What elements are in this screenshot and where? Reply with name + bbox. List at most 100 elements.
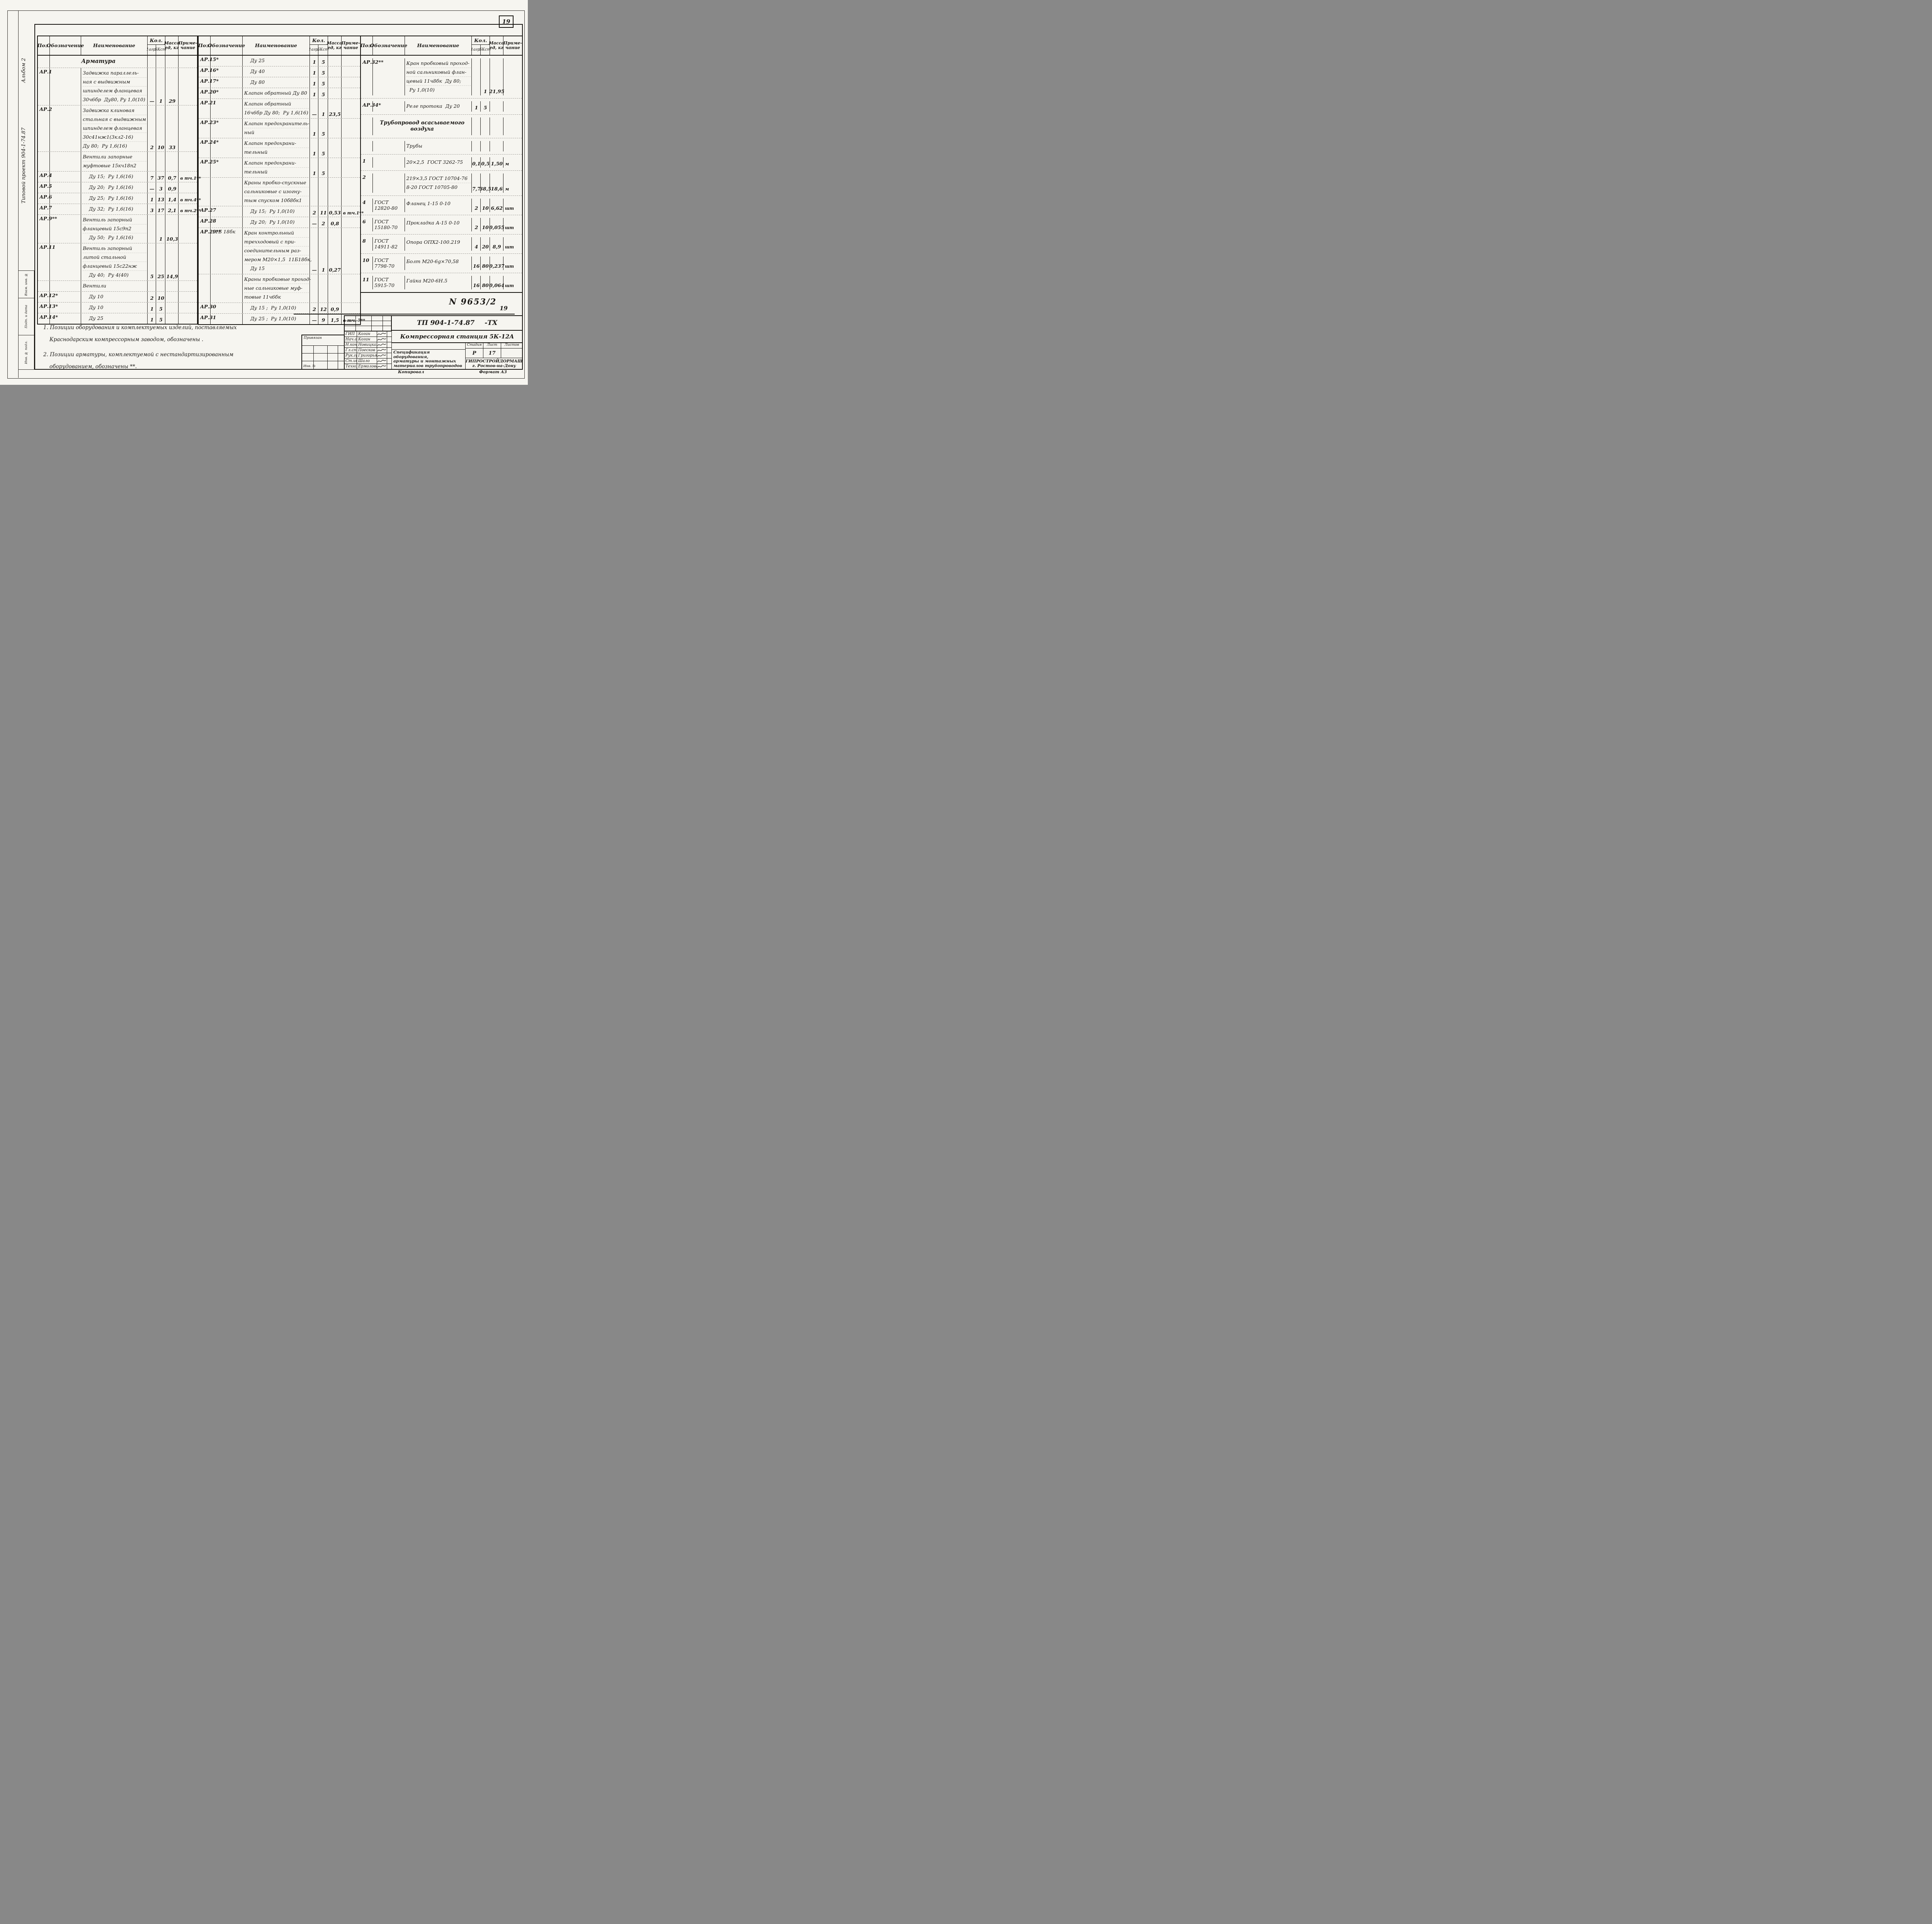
table-row: АР.12* Ду 10 2 10: [38, 292, 197, 303]
note-line: Краснодарским компрессорным заводом, обо…: [49, 337, 204, 343]
org-city: г. Ростов-на-Дону: [472, 364, 516, 368]
signature-scribble: [377, 359, 387, 364]
sheet-number-box: 19: [499, 15, 514, 28]
table-row: АР.31 Ду 25 ; Ру 1,0(10) —9 1,5 в тч. 7**: [199, 314, 365, 324]
table-header: Поз. Обозначение Наименование Кол. 1агр. 5Кст…: [361, 36, 522, 56]
table-row: АР.7 Ду 32; Ру 1,6(16) 3 17 2,1 в тч.2**: [38, 204, 201, 215]
table-row: АР.17* Ду 80 1 5: [199, 77, 360, 88]
spec-table-middle: Поз. Обозначение Наименование Кол. 1агр. 5Кст…: [198, 36, 365, 325]
title-block: ГИПКоганНач.отдКоганН.контр.НовицкаяГл.с…: [344, 315, 523, 370]
titleblock-role-row: Нач.отдКоган: [345, 337, 391, 342]
table-row: АР.23* Клапан предохранитель-ный 1 5: [199, 119, 360, 138]
titleblock-revision-grid: [345, 316, 391, 331]
table-row: Трубы: [361, 138, 522, 155]
privyazan-label: Привязан: [302, 335, 345, 346]
stage-value: Р: [466, 348, 483, 358]
table-row: АР.20* Клапан обратный Ду 80 1 5: [199, 88, 360, 99]
note-line: 2. Позиции арматуры, комплектуемой с нес…: [43, 352, 234, 358]
stage-sheet-cell: Стадия Лист Листов Р 17 ГИПРОСТРОЙДОРМАШ…: [465, 343, 523, 369]
object-name: Компрессорная станция 5К-12А: [392, 331, 523, 343]
table-row: АР.32** Кран пробковый проход-ной сальник…: [361, 56, 522, 99]
spec-table-left: Поз. Обозначение Наименование Кол. 1агр. 5Кст…: [37, 36, 201, 325]
table-row: Краны пробковые проход-ные сальниковые м…: [199, 274, 360, 303]
table-row: Краны пробко-спускные сальниковые с изогн…: [199, 178, 360, 206]
doc-title-line: материалов трубопроводов: [393, 363, 462, 368]
signature-scribble: [377, 342, 387, 347]
table-row: АР.5 Ду 20; Ру 1,6(16) —3 0,9: [38, 182, 197, 193]
signature-scribble: [377, 364, 387, 369]
table-row: 6 ГОСТ 15180-70 Прокладка А-15 0-10 2 10 0,05…: [361, 215, 522, 235]
table-row: Арматура: [38, 56, 197, 68]
spec-table-right: Поз. Обозначение Наименование Кол. 1агр. 5Кст…: [360, 36, 523, 293]
margin-stamp-column: Взам. инв. № Подп. и дата Инв. № подл.: [18, 270, 34, 370]
titleblock-main: ТП 904-1-74.87 -ТХ Компрессорная станция…: [392, 316, 523, 369]
outer-border: [7, 10, 525, 379]
table-row: АР.24* Клапан предохрани-тельный 1 5: [199, 138, 360, 158]
margin-divider-line: [18, 10, 19, 378]
sheet-number-bottom: 19: [500, 305, 508, 312]
table-row: АР.14* Ду 25 1 5: [38, 313, 197, 324]
table-row: 10 ГОСТ 7798-70 Болт М20-6g×70,58 16 80 0,237…: [361, 254, 522, 273]
format-label: Формат А3: [479, 370, 507, 374]
titleblock-signatures: ГИПКоганНач.отдКоганН.контр.НовицкаяГл.с…: [345, 316, 392, 369]
table-row: Трубопровод всасываемого воздуха: [361, 115, 522, 138]
signature-scribble: [377, 331, 387, 337]
table-row: 11 ГОСТ 5915-70 Гайка М20-6Н.5 16 80 0,064 шт: [361, 273, 522, 292]
table-row: АР.1 Задвижка параллель-ная с выдвижным шп…: [38, 68, 197, 105]
org-name: ГИПРОСТРОЙДОРМАШ: [466, 359, 523, 364]
note-line: 1. Позиции оборудования и комплектуемых …: [43, 325, 237, 331]
table-row: Вентили запорные муфтовые 15кч18п2: [38, 152, 197, 172]
titleblock-role-row: ТехникЕрмолова: [345, 364, 391, 369]
table-row: 2 219×3,5 ГОСТ 10704-76 8-20 ГОСТ 10705-80…: [361, 171, 522, 196]
document-code: ТП 904-1-74.87 -ТХ: [392, 316, 523, 331]
table-row: АР.4 Ду 15; Ру 1,6(16) 7 37 0,7 в тч.1**: [38, 172, 201, 182]
table-row: АР.21 Клапан обратный 16ч6бр Ду 80; Ру 1,6…: [199, 99, 360, 119]
stage-label: Стадия: [466, 343, 483, 348]
table-row: 4 ГОСТ 12820-80 Фланец 1-15 0-10 2 10 6,62 шт: [361, 196, 522, 215]
table-row: АР.30 Ду 15 ; Ру 1,0(10) 2 12 0,9: [199, 303, 360, 314]
kopiroval-label: Копировал: [398, 370, 424, 374]
note-line: оборудованием, обозначены **.: [49, 364, 137, 370]
table-row: АР.28 Ду 20; Ру 1,0(10) —2 0,8: [199, 217, 360, 228]
doc-title-line: Спецификация оборудования,: [393, 350, 430, 359]
table-row: АР.29** 11Б 18бк Кран контрольный трехходов…: [199, 228, 360, 274]
doc-code: ТП 904-1-74.87: [417, 319, 475, 327]
table-row: АР.9** Вентиль запорный фланцевый 15с9п2 Д…: [38, 215, 197, 243]
margin-album-label: Альбом 2: [21, 58, 27, 83]
sheet-label: Лист: [483, 343, 501, 348]
margin-stamp: Инв. № подл.: [18, 335, 34, 370]
margin-stamp: Взам. инв. №: [18, 270, 34, 298]
titleblock-role-row: Н.контр.Новицкая: [345, 342, 391, 348]
sheets-label: Листов: [504, 343, 519, 347]
table-row: АР.27 Ду 15; Ру 1,0(10) 2 11 0,53 в тч.1**: [199, 206, 364, 217]
inv-no-label: Инв. №: [303, 364, 316, 368]
margin-stamp: Подп. и дата: [18, 298, 34, 335]
titleblock-role-row: ГИП Коган: [345, 331, 391, 337]
sheet-value: 17: [483, 348, 501, 358]
table-row: АР.6 Ду 25; Ру 1,6(16) 1 13 1,4 в тч.4**: [38, 193, 201, 204]
signature-scribble: [377, 337, 387, 342]
privyazan-block: Привязан Инв. №: [301, 335, 345, 370]
doc-title-line: арматуры и монтажных: [393, 359, 456, 364]
table-header: Поз. Обозначение Наименование Кол. 1агр. 5Кст…: [198, 36, 360, 56]
sheets-value: [501, 348, 522, 358]
footnotes: 1. Позиции оборудования и комплектуемых …: [43, 325, 260, 379]
titleblock-role-row: Рук.гр.Григорьян: [345, 353, 391, 359]
table-row: АР.13* Ду 10 1 5: [38, 303, 197, 313]
titleblock-role-row: Ст.инжШало: [345, 359, 391, 364]
roles-table: ГИПКоганНач.отдКоганН.контр.НовицкаяГл.с…: [345, 331, 391, 369]
signature-scribble: [377, 353, 387, 358]
table-header: Поз. Обозначение Наименование Кол. 1агр. 5Кст…: [37, 36, 197, 56]
organization-cell: ГИПРОСТРОЙДОРМАШ г. Ростов-на-Дону: [466, 358, 522, 369]
signature-scribble: [377, 348, 387, 353]
margin-project-label: Типовой проект 904-1-74.87: [21, 127, 27, 204]
table-row: АР.11 Вентиль запорный литой стальной фланц…: [38, 243, 197, 281]
table-row: АР.15* Ду 25 1 5: [199, 56, 360, 66]
handwritten-doc-number: N 9653/2: [449, 297, 497, 306]
table-row: АР.25* Клапан предохрани-тельный 1 5: [199, 158, 360, 178]
table-row: Вентили: [38, 281, 197, 292]
table-row: АР.34* Реле протока Ду 20 1 5: [361, 99, 522, 115]
document-title-cell: Спецификация оборудования, арматуры и мо…: [392, 343, 465, 369]
table-row: АР.16* Ду 40 1 5: [199, 66, 360, 77]
table-row: 1 20×2,5 ГОСТ 3262-75 0,1 0,5 1,50 м: [361, 155, 522, 171]
